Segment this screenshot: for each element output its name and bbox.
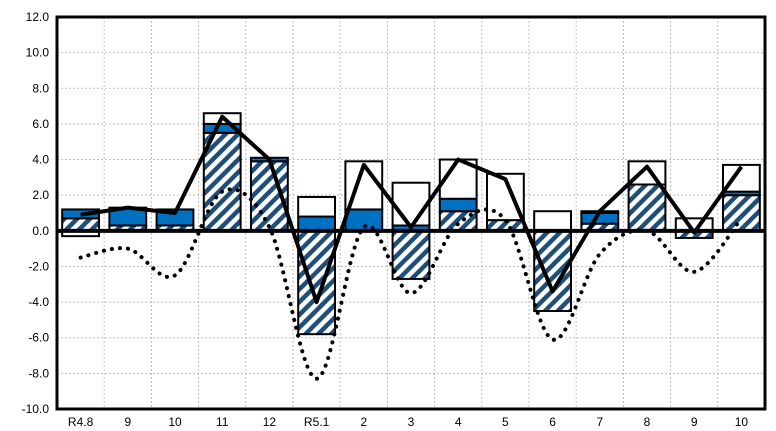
- x-tick-label: R5.1: [304, 415, 330, 429]
- y-tick-label: 2.0: [32, 188, 49, 202]
- hatched-stacked-bar-segment: [721, 194, 761, 232]
- hatched-stacked-bar-segment: [202, 131, 242, 232]
- y-tick-label: 6.0: [32, 117, 49, 131]
- blue-stacked-bar-segment: [438, 197, 478, 213]
- blue-stacked-bar-segment: [297, 215, 337, 232]
- x-tick-label: 4: [455, 415, 462, 429]
- x-tick-label: 5: [502, 415, 509, 429]
- x-tick-label: 2: [360, 415, 367, 429]
- hatched-stacked-bar-segment: [297, 229, 337, 336]
- y-tick-label: -8.0: [28, 366, 49, 380]
- hatched-stacked-bar-segment: [627, 183, 667, 232]
- blue-stacked-bar-segment: [344, 208, 384, 232]
- x-tick-label: 10: [735, 415, 749, 429]
- x-tick-label: 9: [691, 415, 698, 429]
- x-tick-label: 9: [124, 415, 131, 429]
- x-tick-label: 6: [549, 415, 556, 429]
- x-tick-label: 10: [168, 415, 182, 429]
- y-tick-label: -10.0: [22, 402, 50, 416]
- y-tick-label: -4.0: [28, 295, 49, 309]
- plot-border: [55, 15, 767, 411]
- solid-series-line: [80, 114, 744, 305]
- x-tick-label: 12: [263, 415, 277, 429]
- y-tick-label: 4.0: [32, 153, 49, 167]
- white-stacked-bar-segment: [297, 195, 337, 218]
- x-tick-label: 8: [644, 415, 651, 429]
- white-stacked-bar-segment: [533, 210, 573, 232]
- hatched-stacked-bar-segment: [391, 229, 431, 280]
- tick-labels: 12.0 10.0 8.0 6.0 4.0 2.0 0.0 -2.0 -4.0 -6.0 -8.0 -…: [22, 10, 749, 429]
- lines: [78, 114, 744, 381]
- white-stacked-bar-segment: [391, 181, 431, 227]
- y-tick-label: -6.0: [28, 331, 49, 345]
- x-tick-label: 3: [408, 415, 415, 429]
- axes: [55, 15, 767, 411]
- x-tick-label: 11: [216, 415, 229, 429]
- y-tick-label: 12.0: [26, 10, 50, 24]
- y-tick-label: 0.0: [32, 224, 49, 238]
- y-tick-label: -2.0: [28, 259, 49, 273]
- y-tick-label: 8.0: [32, 81, 49, 95]
- x-tick-label: R4.8: [68, 415, 94, 429]
- y-tick-label: 10.0: [26, 46, 50, 60]
- x-tick-label: 7: [596, 415, 603, 429]
